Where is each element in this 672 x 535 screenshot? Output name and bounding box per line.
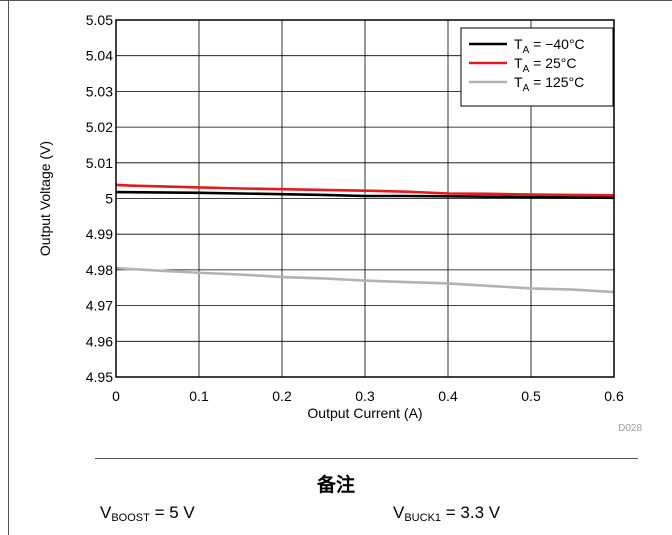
y-tick-label: 4.96 [86,333,113,349]
legend-label-symbol: T [514,55,523,71]
y-tick-label: 5.04 [86,48,113,64]
y-axis-title: Output Voltage (V) [37,141,53,256]
condition-vbuck1-value: = 3.3 V [441,503,501,522]
legend-box [460,27,614,107]
y-tick-label: 4.98 [86,262,113,278]
tick-layer: 0 0.1 0.2 0.3 0.4 0.5 0.6 4.95 4.96 4.97 4.98 4.99 5… [86,12,624,404]
x-tick-label: 0.6 [604,388,624,404]
condition-vboost-subscript: BOOST [111,512,150,524]
y-tick-label: 5.05 [86,12,113,28]
legend-label-subscript: A [523,64,530,75]
legend: TA = −40°CTA = 25°CTA = 125°C [460,27,614,107]
y-tick-label: 5.01 [86,155,113,171]
series-line-2 [115,183,615,197]
page-frame-top-rule [0,0,672,1]
output-voltage-chart: 0 0.1 0.2 0.3 0.4 0.5 0.6 4.95 4.96 4.97 4.98 4.99 5… [37,12,642,434]
notes-divider [95,458,638,459]
legend-label: TA = 125°C [514,74,584,94]
condition-vbuck1-symbol: V [393,503,405,522]
legend-label: TA = −40°C [514,36,585,56]
legend-label-subscript: A [523,45,530,56]
plot-frame [115,19,615,378]
condition-vbuck1: VBUCK1 = 3.3 V [393,503,500,524]
series-line-3 [115,266,615,294]
condition-vbuck1-subscript: BUCK1 [404,512,442,524]
x-tick-label: 0.5 [521,388,541,404]
x-tick-label: 0 [112,388,120,404]
x-axis-title: Output Current (A) [307,405,422,421]
condition-vboost-symbol: V [100,503,112,522]
series-line-1 [115,190,615,200]
y-tick-label: 4.95 [86,369,113,385]
legend-label-value: = 25°C [529,55,576,71]
condition-vboost-value: = 5 V [149,503,195,522]
legend-label-symbol: T [514,36,523,52]
y-tick-label: 5 [105,191,113,207]
x-tick-label: 0.1 [189,388,209,404]
y-tick-label: 5.03 [86,83,113,99]
legend-label: TA = 25°C [514,55,576,75]
legend-label-value: = 125°C [529,74,584,90]
y-tick-label: 4.99 [86,226,113,242]
series-layer [115,183,615,294]
y-tick-label: 5.02 [86,119,113,135]
x-tick-label: 0.4 [438,388,458,404]
notes-title: 备注 [316,474,355,496]
x-tick-label: 0.3 [355,388,375,404]
x-tick-label: 0.2 [272,388,292,404]
page-frame-left-rule [8,0,9,535]
legend-label-symbol: T [514,74,523,90]
legend-label-subscript: A [523,83,530,94]
condition-vboost: VBOOST = 5 V [100,503,195,524]
figure-code: D028 [618,423,642,434]
legend-label-value: = −40°C [529,36,584,52]
y-tick-label: 4.97 [86,298,113,314]
